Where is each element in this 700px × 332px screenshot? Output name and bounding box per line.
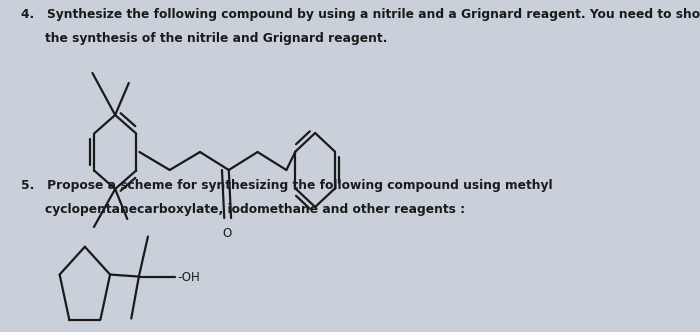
Text: -OH: -OH [178, 271, 200, 284]
Text: 4.   Synthesize the following compound by using a nitrile and a Grignard reagent: 4. Synthesize the following compound by … [21, 8, 700, 21]
Text: the synthesis of the nitrile and Grignard reagent.: the synthesis of the nitrile and Grignar… [45, 32, 388, 44]
Text: O: O [223, 227, 232, 240]
Text: cyclopentanecarboxylate, iodomethane and other reagents :: cyclopentanecarboxylate, iodomethane and… [45, 203, 466, 215]
Text: 5.   Propose a scheme for synthesizing the following compound using methyl: 5. Propose a scheme for synthesizing the… [21, 179, 553, 192]
